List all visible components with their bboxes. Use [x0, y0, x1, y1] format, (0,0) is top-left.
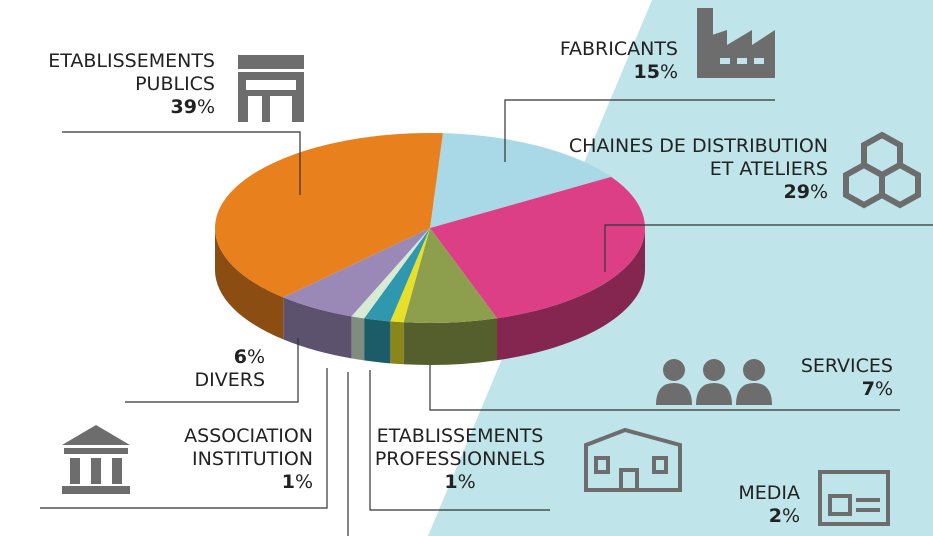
slice — [351, 228, 430, 319]
category-name: SERVICES — [800, 355, 893, 377]
leader-line — [604, 224, 933, 272]
people-icon — [656, 359, 772, 405]
slice-label: MEDIA 2% — [738, 482, 800, 528]
slice-side — [351, 316, 365, 361]
slice — [430, 176, 646, 319]
value: 29 — [783, 181, 810, 203]
slice-label: CHAINES DE DISTRIBUTION ET ATELIERS 29% — [569, 135, 828, 204]
slice-label: FABRICANTS 15% — [560, 38, 678, 84]
unit: % — [781, 505, 800, 527]
hexagon-icon — [843, 131, 921, 209]
unit: % — [659, 61, 678, 83]
icons — [62, 8, 921, 526]
category-name: DIVERS — [194, 369, 266, 391]
value-label: 2% — [738, 505, 800, 528]
news-icon — [818, 470, 890, 526]
value: 7 — [861, 378, 875, 400]
slice — [364, 228, 430, 322]
value-label: 39% — [48, 96, 215, 119]
value: 15 — [633, 61, 660, 83]
leader-line — [429, 365, 900, 411]
value-label: 7% — [801, 378, 893, 401]
unit: % — [246, 346, 265, 368]
unit: % — [809, 181, 828, 203]
value-label: 15% — [560, 61, 678, 84]
leader-line — [369, 370, 550, 511]
slice-side — [215, 228, 284, 340]
value: 1 — [444, 471, 458, 493]
background-band — [428, 0, 933, 536]
slice — [430, 133, 612, 228]
leader-line — [125, 338, 299, 403]
category-name: CHAINES DE DISTRIBUTION ET ATELIERS — [568, 135, 828, 180]
category-name: FABRICANTS — [559, 38, 678, 60]
slice-label: ASSOCIATION INSTITUTION 1% — [184, 425, 313, 494]
shop-icon — [238, 55, 304, 122]
slice-side — [364, 318, 391, 364]
slice-side — [390, 321, 404, 365]
category-name: ASSOCIATION INSTITUTION — [184, 425, 313, 470]
factory-icon — [697, 8, 775, 78]
leader-line — [40, 368, 328, 509]
unit: % — [874, 378, 893, 400]
unit: % — [457, 471, 476, 493]
leader-line — [504, 99, 775, 162]
slice-label: ETABLISSEMENTS PUBLICS 39% — [48, 50, 215, 119]
slice-side — [403, 318, 498, 365]
value: 39 — [170, 96, 197, 118]
unit: % — [294, 471, 313, 493]
building-icon — [584, 427, 682, 492]
slice-label: SERVICES 7% — [801, 355, 893, 401]
slice — [214, 133, 443, 298]
value: 2 — [768, 505, 782, 527]
leader-line — [62, 131, 301, 195]
category-name: MEDIA — [738, 482, 800, 504]
slice-side — [497, 228, 645, 361]
unit: % — [196, 96, 215, 118]
category-name: ETABLISSEMENTS PROFESSIONNELS — [374, 425, 546, 470]
institution-icon — [62, 425, 130, 494]
slice — [390, 228, 430, 323]
value: 6 — [233, 346, 247, 368]
value-label: 1% — [184, 471, 313, 494]
pie-top — [214, 133, 646, 323]
slice — [403, 228, 498, 323]
value-label: 29% — [569, 181, 828, 204]
slice-side — [283, 297, 352, 359]
value: 1 — [281, 471, 295, 493]
slice-label: ETABLISSEMENTS PROFESSIONNELS 1% — [355, 425, 565, 494]
category-name: ETABLISSEMENTS PUBLICS — [48, 50, 215, 95]
slice — [283, 228, 430, 317]
value-label: 1% — [355, 471, 565, 494]
slice-label: 6% DIVERS — [195, 346, 266, 392]
value-label: 6% — [195, 346, 265, 369]
pie-sides — [215, 228, 645, 365]
